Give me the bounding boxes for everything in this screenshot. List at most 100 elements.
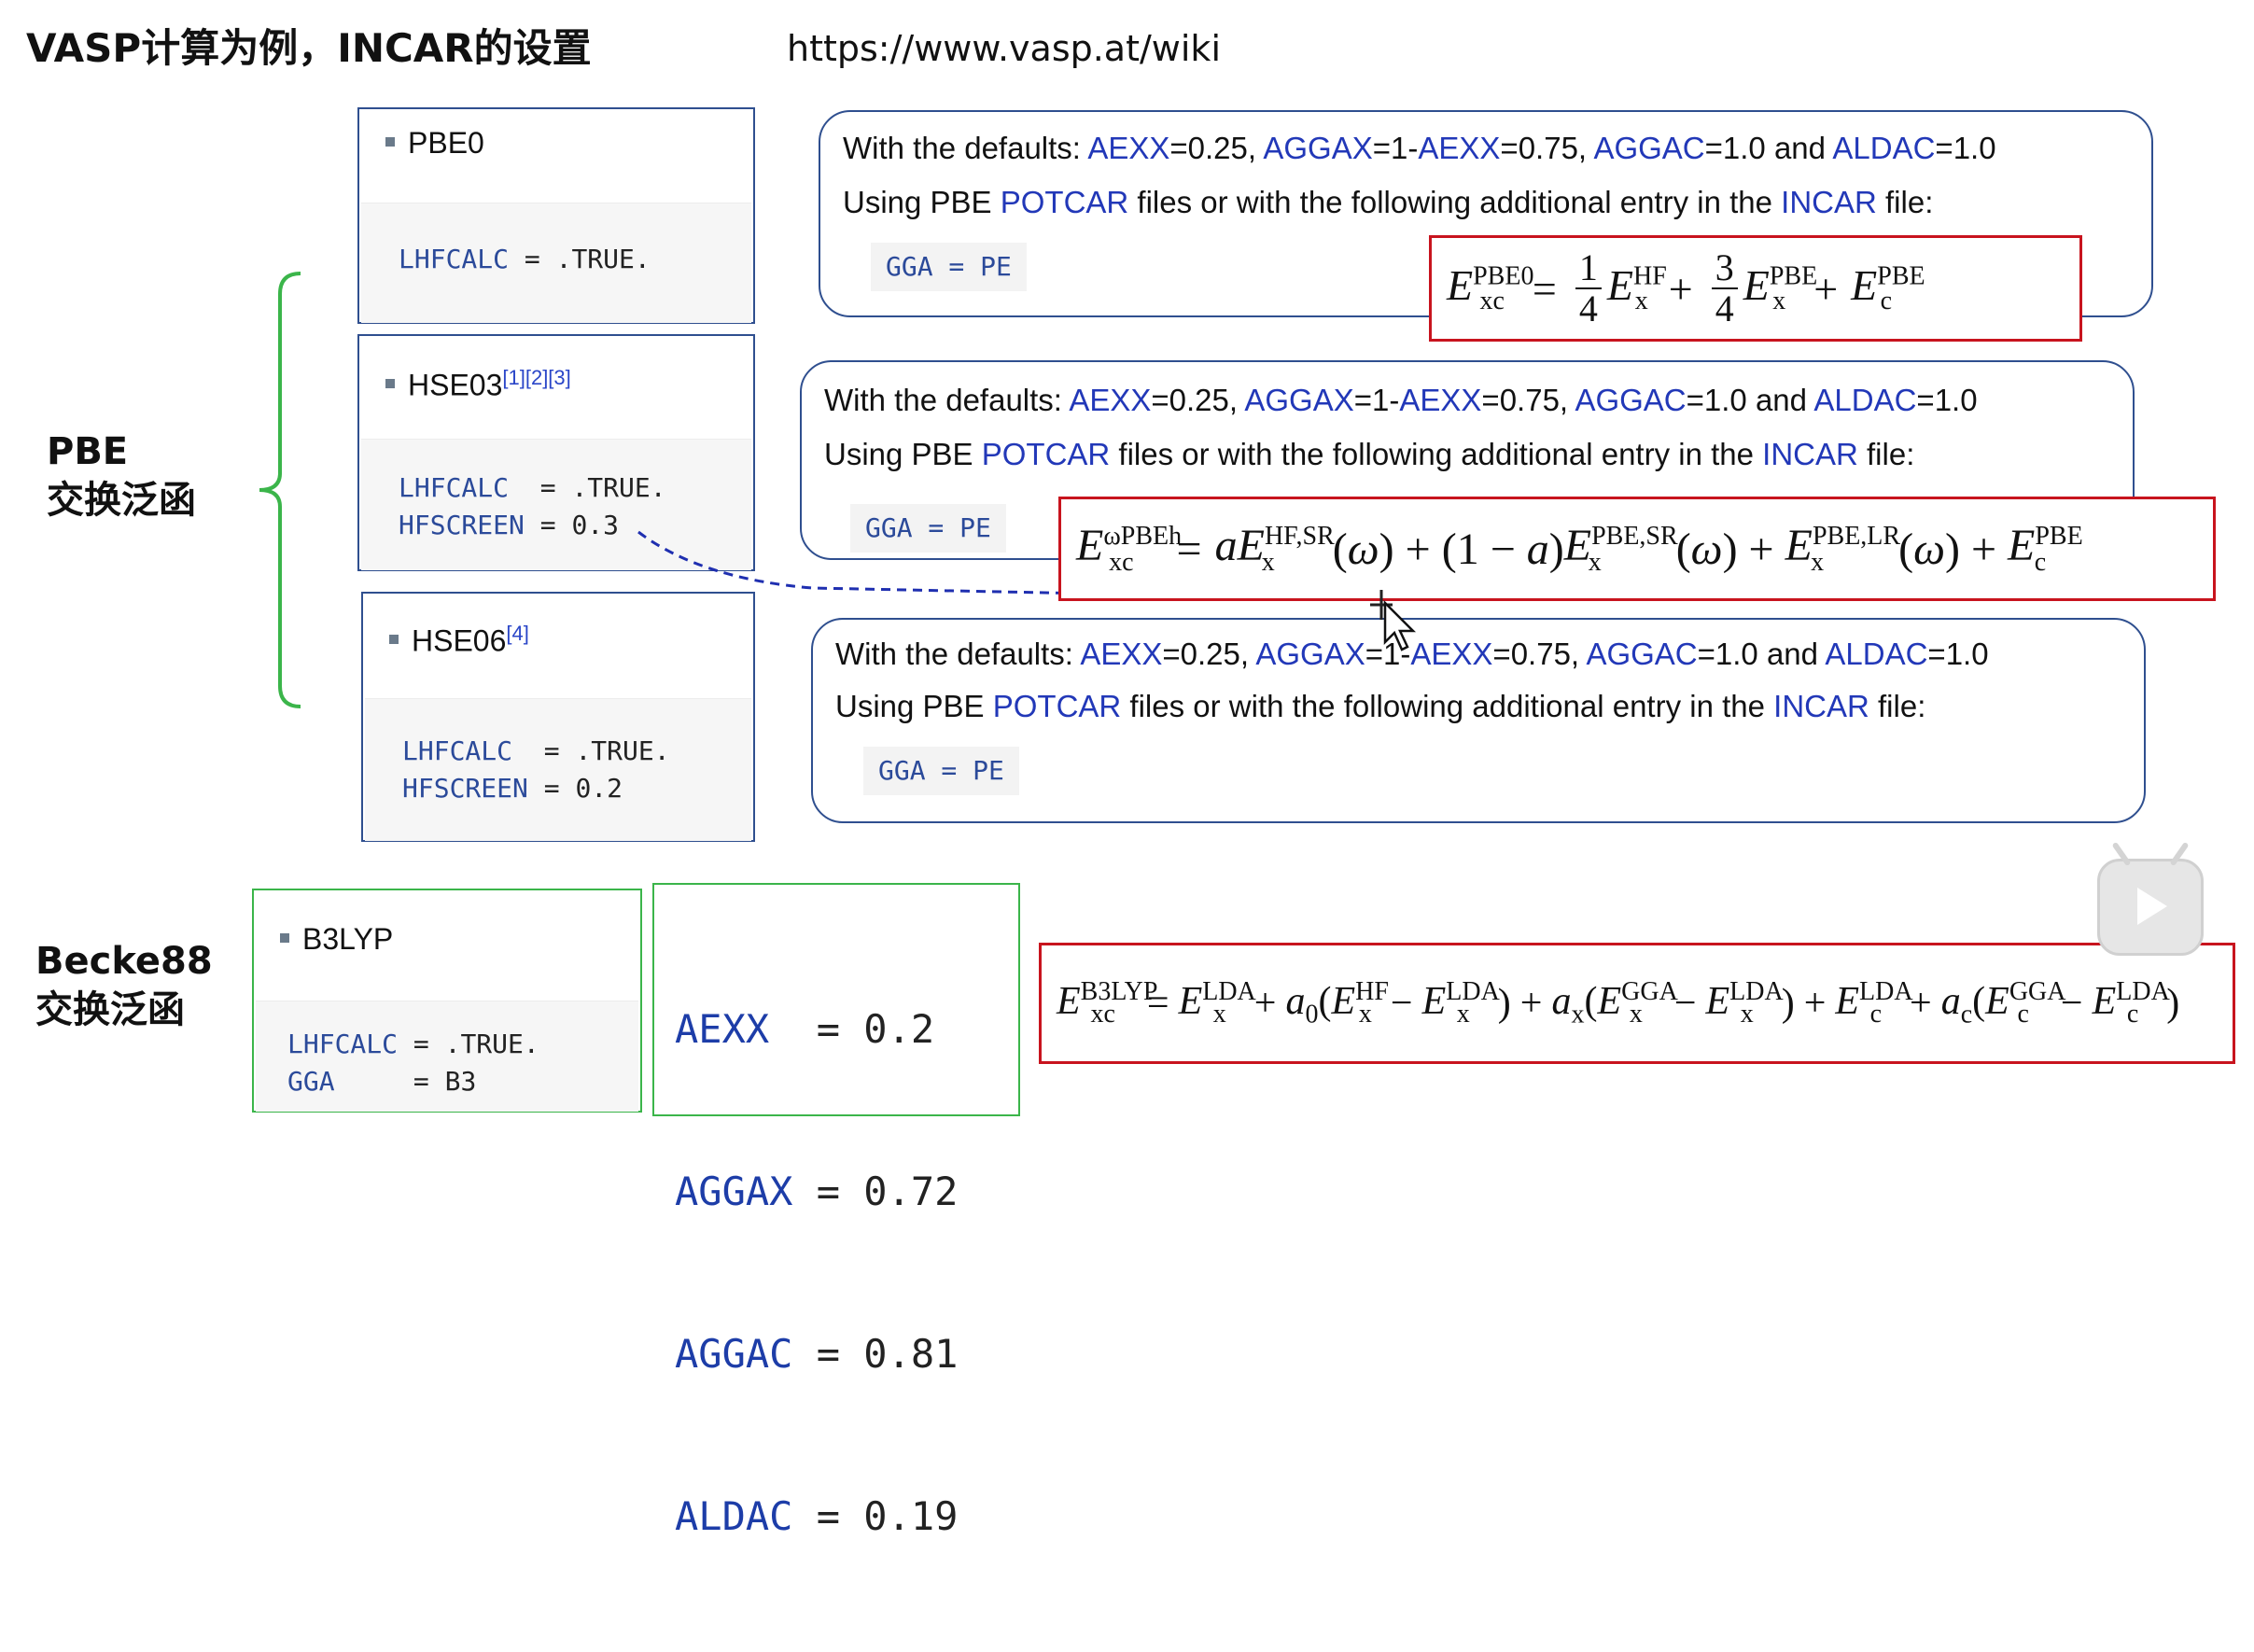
text-segment: =1-: [1353, 383, 1400, 417]
b3lyp-params: AEXX = 0.2 AGGAX = 0.72 AGGAC = 0.81 ALD…: [675, 894, 958, 1652]
text-segment: Using PBE: [824, 437, 982, 471]
hse06-box: HSE06[4] LHFCALC = .TRUE. HFSCREEN = 0.2: [361, 592, 755, 842]
b3lyp-name: B3LYP: [302, 922, 394, 956]
code-key: LHFCALC: [399, 244, 510, 274]
text-segment: =1.0 and: [1704, 131, 1833, 165]
using-line: Using PBE POTCAR files or with the follo…: [835, 689, 1925, 724]
defaults-line: With the defaults: AEXX=0.25, AGGAX=1-AE…: [835, 637, 1989, 672]
becke-label-main: Becke88: [35, 940, 213, 983]
text-segment: AGGAC: [1593, 131, 1705, 165]
code-eq: =: [527, 773, 576, 804]
param-value: 0.81: [863, 1331, 959, 1377]
potcar-link[interactable]: POTCAR: [981, 437, 1111, 471]
text-segment: =0.75,: [1492, 637, 1587, 671]
text-segment: file:: [1869, 689, 1926, 723]
hse03-box: HSE03[1][2][3] LHFCALC = .TRUE. HFSCREEN …: [357, 334, 755, 571]
text-segment: GGA = PE: [865, 512, 991, 543]
text-segment: file:: [1876, 185, 1934, 219]
pbe0-code: LHFCALC = .TRUE.: [399, 241, 651, 278]
hse06-heading: HSE06[4]: [389, 622, 529, 659]
code-eq: =: [524, 510, 572, 540]
gga-entry: GGA = PE: [863, 747, 1019, 795]
param-key: AGGAC: [675, 1331, 793, 1377]
param-eq: =: [792, 1331, 864, 1377]
defaults-line: With the defaults: AEXX=0.25, AGGAX=1-AE…: [824, 383, 1978, 418]
code-value: .TRUE.: [571, 472, 666, 503]
code-value: .TRUE.: [555, 244, 651, 274]
incar-link[interactable]: INCAR: [1773, 689, 1869, 723]
code-key: HFSCREEN: [402, 773, 528, 804]
play-icon[interactable]: [2097, 859, 2204, 956]
code-value: .TRUE.: [444, 1029, 539, 1059]
bullet-icon: [385, 136, 395, 147]
code-key: HFSCREEN: [399, 510, 525, 540]
code-eq: =: [398, 1029, 445, 1059]
pbe-brace: [259, 272, 301, 708]
code-eq: =: [527, 735, 576, 766]
code-key: LHFCALC: [399, 472, 525, 503]
b3lyp-params-box: AEXX = 0.2 AGGAX = 0.72 AGGAC = 0.81 ALD…: [652, 883, 1020, 1539]
param-key: AGGAX: [675, 1169, 793, 1214]
hse03-name: HSE03: [408, 368, 503, 402]
hse03-heading: HSE03[1][2][3]: [385, 366, 571, 403]
potcar-link[interactable]: POTCAR: [992, 689, 1122, 723]
text-segment: =0.25,: [1151, 383, 1245, 417]
hse03-code: LHFCALC = .TRUE. HFSCREEN = 0.3: [399, 469, 666, 544]
param-row-aggac: AGGAC = 0.81: [675, 1327, 958, 1381]
text-segment: With the defaults:: [843, 131, 1088, 165]
b3lyp-formula: EB3LYPxc = ELDAx + a0(EHFx − ELDAx ) + a…: [1039, 943, 2235, 1064]
text-segment: AGGAX: [1244, 383, 1354, 417]
param-eq: =: [792, 1169, 864, 1214]
pbe-label: PBE 交换泛函: [47, 427, 196, 525]
text-segment: AEXX: [1399, 383, 1482, 417]
incar-link[interactable]: INCAR: [1762, 437, 1858, 471]
text-segment: files or with the following additional e…: [1121, 689, 1774, 723]
text-segment: =1.0: [1935, 131, 1996, 165]
text-segment: AGGAX: [1255, 637, 1365, 671]
param-value: 0.19: [863, 1493, 959, 1539]
param-key: ALDAC: [675, 1493, 793, 1539]
wiki-url[interactable]: https://www.vasp.at/wiki: [787, 28, 1221, 69]
bullet-icon: [389, 635, 399, 645]
param-eq: =: [792, 1493, 864, 1539]
text-segment: AGGAC: [1575, 383, 1687, 417]
b3lyp-heading: B3LYP: [280, 922, 393, 957]
code-value: .TRUE.: [575, 735, 670, 766]
pbe0-code-band: LHFCALC = .TRUE.: [361, 203, 751, 323]
code-value: 0.3: [571, 510, 620, 540]
text-segment: AGGAX: [1263, 131, 1373, 165]
hse03-refs[interactable]: [1][2][3]: [502, 366, 571, 389]
code-key: LHFCALC: [402, 735, 528, 766]
becke-label-sub: 交换泛函: [35, 988, 185, 1031]
text-segment: AGGAC: [1586, 637, 1698, 671]
text-segment: GGA = PE: [886, 251, 1012, 282]
hse06-defaults-box: With the defaults: AEXX=0.25, AGGAX=1-AE…: [811, 618, 2146, 823]
page-title: VASP计算为例，INCAR的设置: [26, 25, 592, 71]
code-value: 0.2: [575, 773, 623, 804]
text-segment: Using PBE: [843, 185, 1001, 219]
bullet-icon: [385, 379, 395, 389]
text-segment: AEXX: [1069, 383, 1152, 417]
play-triangle: [2137, 888, 2167, 925]
text-segment: =1-: [1372, 131, 1419, 165]
pbe0-heading: PBE0: [385, 126, 484, 161]
text-segment: =1.0: [1916, 383, 1978, 417]
b3lyp-code: LHFCALC = .TRUE. GGA = B3: [287, 1026, 539, 1100]
text-segment: AEXX: [1410, 637, 1493, 671]
becke-label: Becke88 交换泛函: [35, 937, 213, 1034]
gga-entry: GGA = PE: [850, 504, 1006, 553]
potcar-link[interactable]: POTCAR: [1000, 185, 1129, 219]
text-segment: AEXX: [1087, 131, 1170, 165]
param-value: 0.72: [863, 1169, 959, 1214]
hse06-code-band: LHFCALC = .TRUE. HFSCREEN = 0.2: [365, 698, 751, 841]
hse06-refs[interactable]: [4]: [506, 622, 529, 645]
text-segment: ALDAC: [1832, 131, 1936, 165]
code-eq: =: [398, 1066, 445, 1097]
text-segment: =0.25,: [1169, 131, 1264, 165]
code-eq: =: [509, 244, 556, 274]
param-key: AEXX: [675, 1006, 793, 1052]
incar-link[interactable]: INCAR: [1781, 185, 1877, 219]
text-segment: =0.25,: [1162, 637, 1256, 671]
text-segment: =1.0 and: [1697, 637, 1826, 671]
